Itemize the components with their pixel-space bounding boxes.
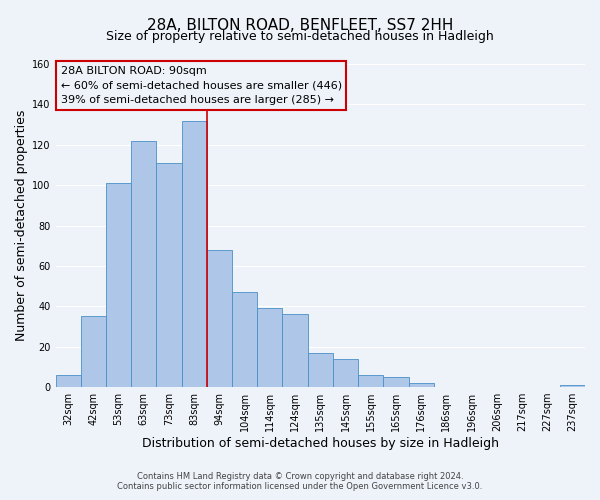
Bar: [383, 377, 409, 387]
Bar: [56, 375, 81, 387]
Bar: [560, 385, 585, 387]
Bar: [257, 308, 283, 387]
Text: 28A BILTON ROAD: 90sqm
← 60% of semi-detached houses are smaller (446)
39% of se: 28A BILTON ROAD: 90sqm ← 60% of semi-det…: [61, 66, 342, 105]
Text: Contains public sector information licensed under the Open Government Licence v3: Contains public sector information licen…: [118, 482, 482, 491]
Text: Size of property relative to semi-detached houses in Hadleigh: Size of property relative to semi-detach…: [106, 30, 494, 43]
Bar: [409, 383, 434, 387]
Bar: [106, 183, 131, 387]
Bar: [81, 316, 106, 387]
Bar: [157, 163, 182, 387]
Bar: [333, 359, 358, 387]
Bar: [308, 353, 333, 387]
Bar: [207, 250, 232, 387]
X-axis label: Distribution of semi-detached houses by size in Hadleigh: Distribution of semi-detached houses by …: [142, 437, 499, 450]
Text: Contains HM Land Registry data © Crown copyright and database right 2024.: Contains HM Land Registry data © Crown c…: [137, 472, 463, 481]
Bar: [283, 314, 308, 387]
Bar: [358, 375, 383, 387]
Text: 28A, BILTON ROAD, BENFLEET, SS7 2HH: 28A, BILTON ROAD, BENFLEET, SS7 2HH: [147, 18, 453, 32]
Y-axis label: Number of semi-detached properties: Number of semi-detached properties: [15, 110, 28, 341]
Bar: [232, 292, 257, 387]
Bar: [182, 120, 207, 387]
Bar: [131, 140, 157, 387]
